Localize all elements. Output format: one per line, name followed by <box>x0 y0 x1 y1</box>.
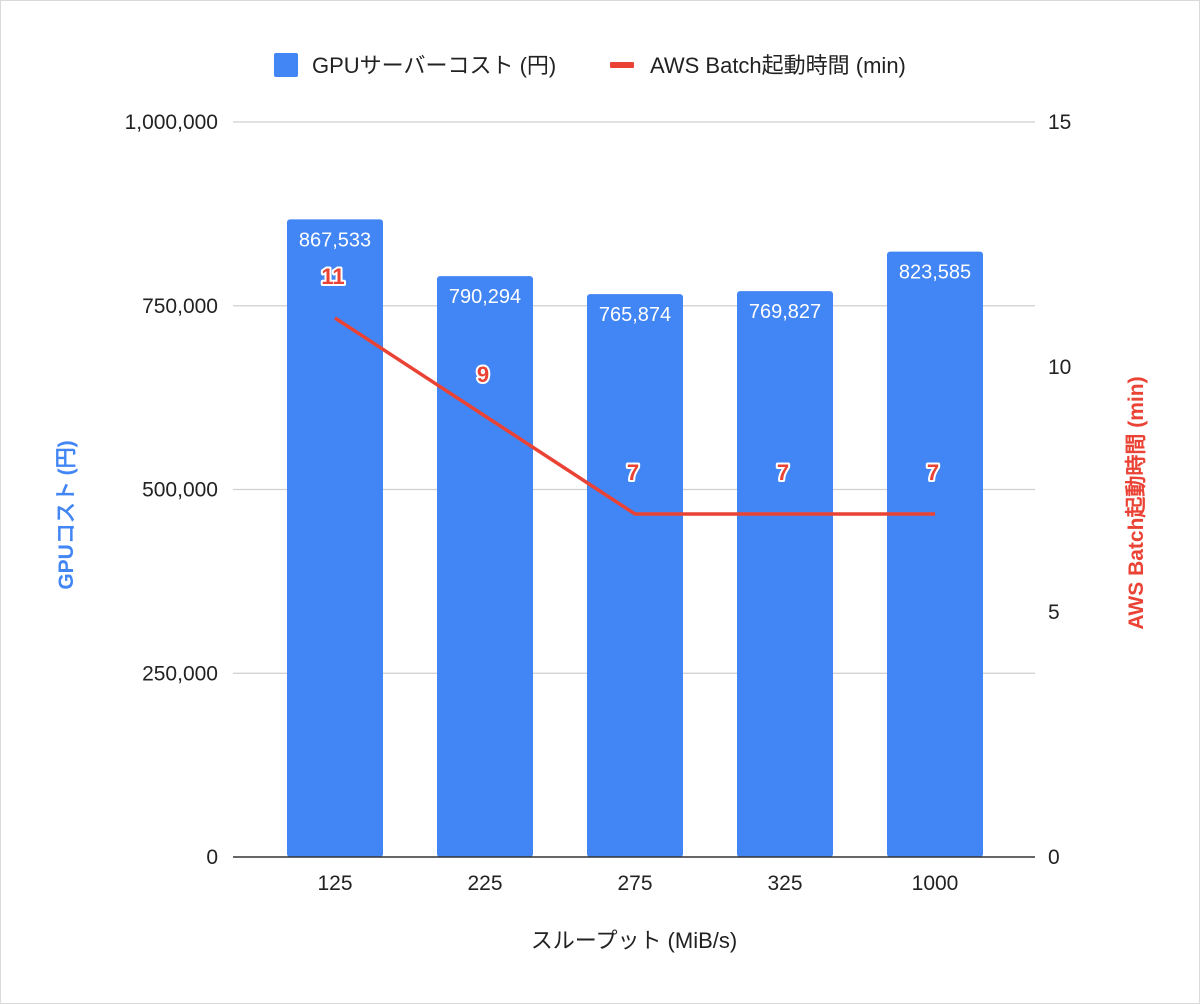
right-axis-title: AWS Batch起動時間 (min) <box>1124 376 1148 629</box>
bar-value-label: 790,294 <box>449 286 521 308</box>
right-tick-label: 15 <box>1048 111 1071 134</box>
right-axis-ticks: 0 5 10 15 <box>1048 111 1071 869</box>
bar-value-label: 765,874 <box>599 304 671 326</box>
x-tick-label: 125 <box>317 872 352 895</box>
left-tick-label: 0 <box>206 846 218 869</box>
bar-value-label: 823,585 <box>899 262 971 284</box>
line-value-label: 9 <box>477 362 489 387</box>
line-data-labels: 11 9 7 7 7 <box>319 262 941 487</box>
bar-value-label: 769,827 <box>749 301 821 323</box>
legend-swatch-batch-time <box>610 62 634 68</box>
legend-label-gpu-cost: GPUサーバーコスト (円) <box>312 53 556 78</box>
line-value-label: 7 <box>627 460 639 485</box>
left-tick-label: 250,000 <box>142 662 218 685</box>
left-axis-title: GPUコスト (円) <box>55 440 78 589</box>
x-tick-label: 325 <box>767 872 802 895</box>
right-tick-label: 0 <box>1048 846 1060 869</box>
left-tick-label: 500,000 <box>142 479 218 502</box>
legend-label-batch-time: AWS Batch起動時間 (min) <box>650 53 906 78</box>
left-tick-label: 1,000,000 <box>125 111 218 134</box>
x-axis-ticks: 125 225 275 325 1000 <box>317 872 958 895</box>
bar-series <box>287 219 983 858</box>
x-tick-label: 275 <box>617 872 652 895</box>
line-value-label: 11 <box>321 264 344 289</box>
x-tick-label: 225 <box>467 872 502 895</box>
bar-value-label: 867,533 <box>299 229 371 251</box>
legend-swatch-gpu-cost <box>274 53 298 77</box>
line-value-label: 7 <box>927 460 939 485</box>
line-series <box>334 316 936 516</box>
bar-125 <box>287 219 383 857</box>
left-tick-label: 750,000 <box>142 295 218 318</box>
bar-275 <box>587 294 683 857</box>
bar-data-labels: 867,533 790,294 765,874 769,827 823,585 <box>299 229 971 326</box>
x-tick-label: 1000 <box>912 872 959 895</box>
line-value-label: 7 <box>777 460 789 485</box>
right-tick-label: 10 <box>1048 356 1071 379</box>
bar-1000 <box>887 251 983 857</box>
bar-225 <box>437 276 533 857</box>
x-axis-title: スループット (MiB/s) <box>531 928 737 953</box>
right-tick-label: 5 <box>1048 601 1060 624</box>
bar-325 <box>737 291 833 858</box>
left-axis-ticks: 0 250,000 500,000 750,000 1,000,000 <box>125 111 218 869</box>
legend: GPUサーバーコスト (円) AWS Batch起動時間 (min) <box>274 53 906 78</box>
